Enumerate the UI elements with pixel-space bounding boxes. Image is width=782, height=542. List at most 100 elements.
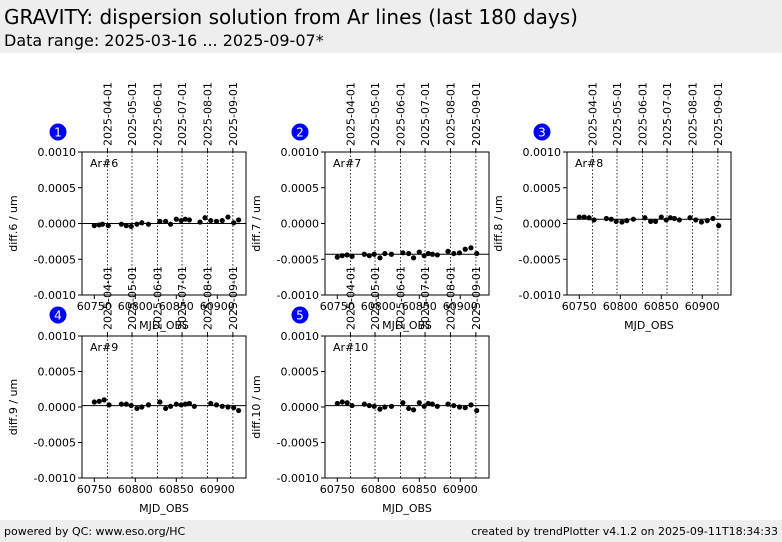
panel-2-y-tick-label: -0.0010 <box>277 289 319 302</box>
panel-1-y-tick-label: 0.0010 <box>38 146 77 159</box>
panel-4-x-tick-label: 60750 <box>77 483 112 496</box>
panel-1-x-tick-label: 60900 <box>200 300 235 313</box>
panel-3-y-tick-label: 0.0005 <box>523 182 562 195</box>
panel-3-date-tick-label: 2025-09-01 <box>712 82 725 146</box>
panel-2-data-point <box>339 253 345 259</box>
panel-1-data-point <box>173 216 179 222</box>
panel-4-x-tick-label: 60850 <box>159 483 194 496</box>
panel-5-data-point <box>377 406 383 412</box>
panel-3-x-tick-label: 60850 <box>644 300 679 313</box>
panel-2-date-tick-label: 2025-04-01 <box>344 82 357 146</box>
panel-1-date-tick-label: 2025-08-01 <box>201 82 214 146</box>
panel-2-x-tick-label: 60850 <box>402 300 437 313</box>
panel-4-data-point <box>208 400 214 407</box>
panel-5-x-tick-label: 60850 <box>402 483 437 496</box>
panel-5-number-badge <box>291 306 309 324</box>
page-subtitle: Data range: 2025-03-16 ... 2025-09-07* <box>4 31 324 50</box>
panel-2-data-point <box>349 253 355 259</box>
panel-2-data-point <box>388 251 395 257</box>
panel-4-data-point <box>118 401 124 407</box>
panel-2-data-point <box>371 251 377 257</box>
panel-1-data-point <box>236 217 242 223</box>
panel-3-date-tick-label: 2025-04-01 <box>586 82 599 146</box>
panel-4-date-tick-label: 2025-06-01 <box>151 266 164 330</box>
panel-4-data-point <box>128 402 134 409</box>
panel-4-y-tick-label: 0.0010 <box>38 330 77 343</box>
panel-2-x-axis-label: MJD_OBS <box>382 319 432 332</box>
panel-2-data-point <box>416 249 422 255</box>
panel-5-date-tick-label: 2025-05-01 <box>369 266 382 330</box>
panel-2-data-point <box>474 250 480 257</box>
panel-1-x-tick-label: 60750 <box>77 300 112 313</box>
panel-1-data-point <box>225 214 231 220</box>
panel-4-series-label: Ar#9 <box>90 341 118 354</box>
panel-4-data-point <box>96 398 102 404</box>
panel-5-series-label: Ar#10 <box>333 341 368 354</box>
panel-5-data-point <box>429 401 436 407</box>
panel-4-data-point <box>167 403 174 409</box>
panel-1-date-tick-label: 2025-04-01 <box>101 82 114 146</box>
panel-5-date-tick-label: 2025-09-01 <box>470 266 483 330</box>
panel-2-data-point <box>400 250 406 256</box>
panel-1-x-axis-label: MJD_OBS <box>139 319 189 332</box>
panel-4-data-point <box>186 400 193 407</box>
panel-4-data-point <box>163 405 169 412</box>
panel-3-data-point <box>710 215 716 222</box>
panel-4-x-tick-label: 60900 <box>200 483 235 496</box>
panel-5-data-point <box>474 407 480 414</box>
panel-4-date-tick-label: 2025-09-01 <box>227 266 240 330</box>
panel-1-data-point <box>186 217 193 223</box>
panel-1-y-tick-label: 0.0005 <box>38 182 77 195</box>
panel-5-number-badge-label: 5 <box>296 309 304 323</box>
panel-2-number-badge <box>291 123 309 141</box>
panel-4-data-point <box>182 401 188 407</box>
panel-3-data-point <box>693 217 699 223</box>
panel-5-x-tick-label: 60750 <box>320 483 355 496</box>
panel-3-data-point <box>581 214 587 220</box>
panel-4-data-point <box>178 402 184 408</box>
panel-5-data-point <box>382 404 388 410</box>
panel-5-data-point <box>462 405 468 411</box>
panel-1-data-point <box>208 218 214 224</box>
panel-3-x-tick-label: 60900 <box>685 300 720 313</box>
panel-5-date-tick-label: 2025-08-01 <box>444 266 457 330</box>
panel-5-date-tick-label: 2025-07-01 <box>419 266 432 330</box>
panel-1-y-tick-label: -0.0010 <box>34 289 76 302</box>
panel-2-data-point <box>366 253 372 259</box>
panel-5-data-point <box>339 399 345 405</box>
panel-5-data-point <box>451 402 457 409</box>
panel-1-data-point <box>231 220 237 226</box>
panel-3-number-badge-label: 3 <box>538 126 546 140</box>
panel-3-data-point <box>648 218 654 224</box>
panel-2-data-point <box>451 250 457 257</box>
panel-3-date-tick-label: 2025-05-01 <box>611 82 624 146</box>
panel-5-data-point <box>349 402 355 409</box>
panel-1-y-tick-label: 0.0000 <box>38 218 77 231</box>
panel-5-data-point <box>445 401 451 407</box>
panel-3-data-point <box>603 215 609 222</box>
panel-3-y-axis-label: diff.8 / um <box>492 195 505 252</box>
panel-1-data-point <box>105 223 111 229</box>
panel-3-date-tick-label: 2025-08-01 <box>686 82 699 146</box>
panel-4-data-point <box>134 405 140 412</box>
panel-1-date-tick-label: 2025-07-01 <box>176 82 189 146</box>
panel-4-data-point <box>191 403 197 409</box>
panel-3-x-tick-label: 60800 <box>603 300 638 313</box>
panel-4-data-point <box>219 403 225 409</box>
panel-3-number-badge <box>533 123 551 141</box>
panel-5-data-point <box>416 400 422 406</box>
panel-5-y-tick-label: -0.0005 <box>277 437 319 450</box>
panel-2-series-label: Ar#7 <box>333 157 361 170</box>
footer-bar: powered by QC: www.eso.org/HC created by… <box>0 520 782 542</box>
panel-1-data-point <box>118 221 124 227</box>
panel-5-data-point <box>361 401 367 407</box>
footer-powered-by: powered by QC: www.eso.org/HC <box>4 525 186 538</box>
panel-2-date-tick-label: 2025-07-01 <box>419 82 432 146</box>
panel-3-data-point <box>676 217 682 223</box>
panel-1-data-point <box>139 220 145 226</box>
panel-3-data-point <box>624 218 630 224</box>
panel-1-data-point <box>167 221 174 227</box>
panel-5-y-tick-label: -0.0010 <box>277 472 319 485</box>
panel-4-data-point <box>106 402 112 408</box>
panel-2-data-point <box>468 245 474 251</box>
